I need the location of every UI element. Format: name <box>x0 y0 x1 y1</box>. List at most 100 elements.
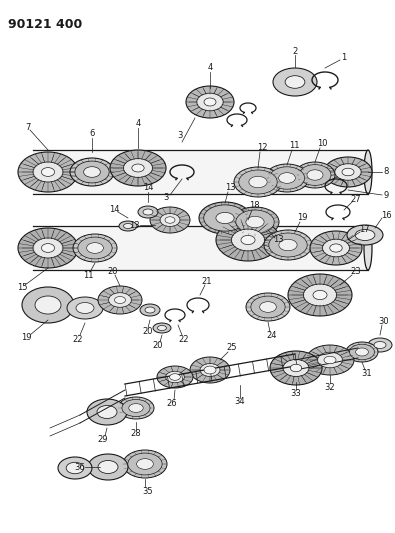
Ellipse shape <box>150 207 190 233</box>
Ellipse shape <box>324 157 372 187</box>
Ellipse shape <box>335 164 361 180</box>
Ellipse shape <box>265 164 309 192</box>
Ellipse shape <box>166 372 184 383</box>
Ellipse shape <box>269 167 305 189</box>
Ellipse shape <box>273 68 317 96</box>
Ellipse shape <box>270 351 322 385</box>
Ellipse shape <box>58 457 92 479</box>
Ellipse shape <box>279 239 297 251</box>
Ellipse shape <box>306 345 354 375</box>
Ellipse shape <box>197 93 223 111</box>
Ellipse shape <box>186 86 234 118</box>
Text: 28: 28 <box>131 430 141 439</box>
Ellipse shape <box>310 231 362 265</box>
Ellipse shape <box>123 450 167 478</box>
Ellipse shape <box>140 304 160 316</box>
Ellipse shape <box>234 167 282 197</box>
Text: 11: 11 <box>289 141 299 150</box>
Ellipse shape <box>204 98 216 106</box>
Ellipse shape <box>128 453 162 475</box>
Text: 19: 19 <box>297 214 307 222</box>
Text: 16: 16 <box>381 211 391 220</box>
Text: 2: 2 <box>292 46 297 55</box>
Ellipse shape <box>169 374 181 381</box>
Ellipse shape <box>109 293 132 308</box>
Text: 13: 13 <box>225 183 235 192</box>
Polygon shape <box>33 150 368 194</box>
Ellipse shape <box>364 150 372 194</box>
Ellipse shape <box>18 228 78 268</box>
Ellipse shape <box>84 167 100 177</box>
Ellipse shape <box>231 229 265 251</box>
Ellipse shape <box>67 297 103 319</box>
Text: 18: 18 <box>249 201 259 211</box>
Ellipse shape <box>115 296 126 303</box>
Text: 23: 23 <box>351 266 361 276</box>
Text: 15: 15 <box>17 284 27 293</box>
Ellipse shape <box>364 226 372 270</box>
Text: 34: 34 <box>235 398 245 407</box>
Text: 20: 20 <box>143 327 153 336</box>
Ellipse shape <box>138 206 158 218</box>
Ellipse shape <box>231 207 279 237</box>
Ellipse shape <box>374 342 386 349</box>
Text: 26: 26 <box>167 400 177 408</box>
Ellipse shape <box>246 293 290 321</box>
Text: 4: 4 <box>135 119 141 128</box>
Ellipse shape <box>98 461 118 473</box>
Text: 14: 14 <box>143 183 153 192</box>
Ellipse shape <box>160 214 180 227</box>
Text: 4: 4 <box>207 63 213 72</box>
Ellipse shape <box>368 338 392 352</box>
Ellipse shape <box>41 244 55 253</box>
Ellipse shape <box>322 239 350 257</box>
Text: 3: 3 <box>163 193 169 203</box>
Text: 90121 400: 90121 400 <box>8 18 82 31</box>
Ellipse shape <box>251 296 285 318</box>
Ellipse shape <box>35 296 61 314</box>
Ellipse shape <box>236 210 274 234</box>
Text: 33: 33 <box>291 390 301 399</box>
Ellipse shape <box>190 357 230 383</box>
Ellipse shape <box>153 323 171 333</box>
Text: 20: 20 <box>108 266 118 276</box>
Ellipse shape <box>239 170 277 194</box>
Ellipse shape <box>285 76 305 88</box>
Ellipse shape <box>87 399 127 425</box>
Text: 24: 24 <box>267 332 277 341</box>
Ellipse shape <box>124 223 132 229</box>
Ellipse shape <box>200 364 220 376</box>
Ellipse shape <box>87 243 103 253</box>
Ellipse shape <box>264 230 312 260</box>
Ellipse shape <box>22 287 74 323</box>
Ellipse shape <box>342 168 354 176</box>
Ellipse shape <box>303 284 337 306</box>
Ellipse shape <box>288 274 352 316</box>
Text: 1: 1 <box>341 52 347 61</box>
Ellipse shape <box>118 397 154 419</box>
Ellipse shape <box>241 236 255 245</box>
Ellipse shape <box>75 161 109 183</box>
Ellipse shape <box>88 454 128 480</box>
Text: 17: 17 <box>359 224 369 233</box>
Ellipse shape <box>157 366 193 388</box>
Polygon shape <box>33 226 368 270</box>
Ellipse shape <box>260 302 276 312</box>
Ellipse shape <box>119 221 137 231</box>
Ellipse shape <box>76 303 94 313</box>
Ellipse shape <box>33 162 63 182</box>
Ellipse shape <box>199 202 251 234</box>
Text: 13: 13 <box>129 221 139 230</box>
Ellipse shape <box>347 225 383 245</box>
Text: 25: 25 <box>227 343 237 352</box>
Text: 30: 30 <box>379 317 389 326</box>
Ellipse shape <box>216 212 234 224</box>
Text: 7: 7 <box>25 124 31 133</box>
Text: 22: 22 <box>73 335 83 343</box>
Text: 3: 3 <box>177 132 182 141</box>
Ellipse shape <box>246 216 264 228</box>
Ellipse shape <box>204 205 246 231</box>
Ellipse shape <box>299 165 331 185</box>
Text: 32: 32 <box>325 383 335 392</box>
Text: 10: 10 <box>317 140 327 149</box>
